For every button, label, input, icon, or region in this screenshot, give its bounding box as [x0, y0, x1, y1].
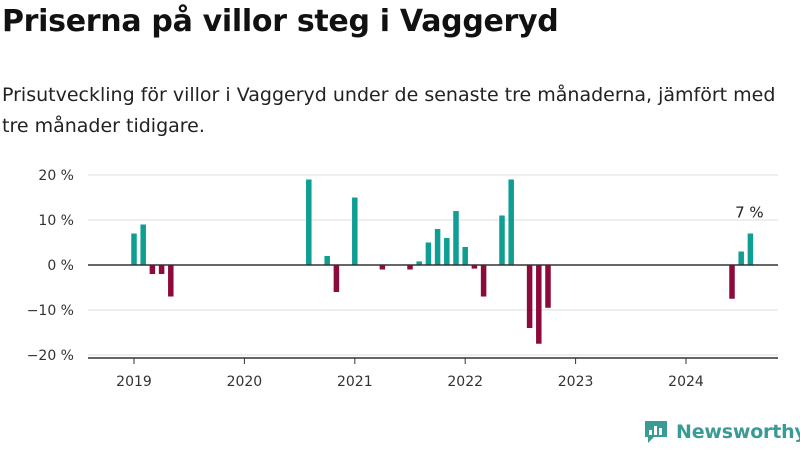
- bar: [738, 251, 744, 265]
- axes: [88, 264, 778, 364]
- bar: [471, 265, 478, 269]
- bar: [536, 265, 542, 344]
- bar: [333, 265, 340, 292]
- annotation-label: 7 %: [735, 204, 764, 222]
- bar: [352, 197, 358, 265]
- newsworthy-logo-icon: [645, 421, 667, 443]
- brand-name: Newsworthy: [676, 421, 800, 443]
- bar: [324, 256, 330, 265]
- bar: [499, 215, 505, 265]
- y-tick-label: 20 %: [38, 168, 74, 184]
- y-tick-label: 10 %: [38, 213, 74, 229]
- bar: [545, 265, 551, 308]
- x-tick-label: 2021: [337, 374, 373, 390]
- bar: [168, 265, 174, 297]
- newsworthy-logo: Newsworthy: [643, 419, 800, 445]
- bar: [508, 179, 514, 265]
- bar: [747, 233, 754, 265]
- bar: [444, 238, 450, 265]
- bar: [149, 265, 156, 274]
- bars: [131, 179, 754, 344]
- y-tick-label: −20 %: [27, 348, 74, 364]
- bar: [416, 261, 422, 265]
- x-tick-label: 2019: [116, 374, 152, 390]
- chart-title: Priserna på villor steg i Vaggeryd: [2, 4, 559, 39]
- bar: [480, 265, 487, 297]
- bar: [140, 224, 146, 265]
- bar: [131, 233, 137, 265]
- y-tick-label: −10 %: [27, 303, 74, 319]
- x-tick-label: 2024: [668, 374, 704, 390]
- bar: [526, 265, 533, 328]
- x-tick-label: 2022: [447, 374, 483, 390]
- bar: [306, 179, 312, 265]
- bar: [407, 265, 413, 270]
- bar: [434, 229, 441, 265]
- bar: [729, 265, 735, 299]
- bar: [379, 265, 386, 270]
- bar: [453, 211, 459, 265]
- chart-subtitle: Prisutveckling för villor i Vaggeryd und…: [2, 84, 776, 137]
- y-tick-label: 0 %: [47, 258, 74, 274]
- bar: [425, 242, 432, 265]
- tick-labels: 20 % 10 % 0 % −10 % −20 % 2019 2020 2021 2022 202…: [27, 168, 764, 390]
- gridlines: [88, 174, 778, 356]
- bar: [462, 247, 468, 265]
- x-tick-label: 2020: [227, 374, 263, 390]
- bar: [158, 265, 165, 274]
- x-tick-label: 2023: [558, 374, 594, 390]
